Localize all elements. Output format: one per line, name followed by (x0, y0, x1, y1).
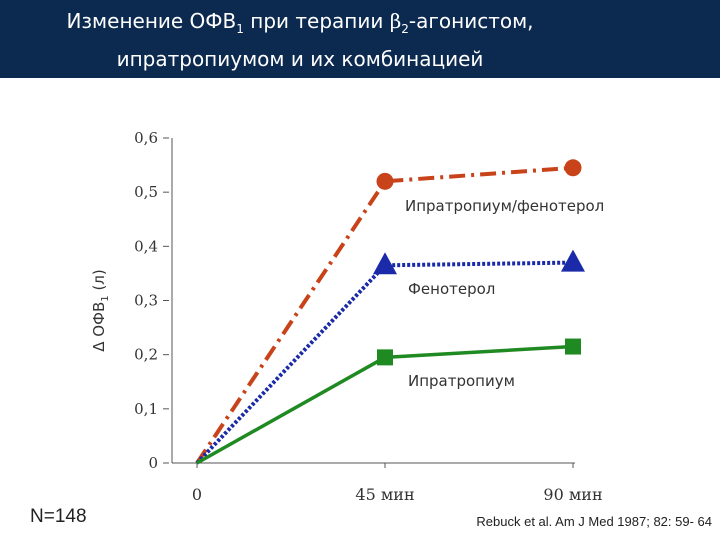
title-line-2: ипратропиумом и их комбинацией (116, 47, 484, 71)
title-greek-beta: β (389, 9, 402, 33)
data-point-circle (376, 172, 394, 190)
x-tick-label: 90 мин (543, 485, 602, 504)
series-label: Ипратропиум/фенотерол (405, 197, 604, 215)
title-banner: Изменение ОФВ1 при терапии β2-агонистом,… (0, 0, 720, 78)
y-tick-label: 0,3 (134, 292, 158, 310)
chart-title: Изменение ОФВ1 при терапии β2-агонистом,… (0, 6, 600, 74)
y-axis-label: Δ ОФВ1 (л) (90, 269, 111, 351)
series-triangle: Фенотерол (195, 249, 585, 465)
title-subscript-2: 2 (401, 22, 409, 36)
series-layer: Ипратропиум/фенотерол Фенотерол Ипратропиу… (195, 159, 604, 465)
y-tick-label: 0,1 (134, 400, 158, 418)
reference-citation: Rebuck et al. Am J Med 1987; 82: 59- 64 (476, 514, 712, 529)
data-point-triangle (561, 249, 585, 272)
title-text-a: Изменение ОФВ (66, 9, 237, 33)
x-axis: 0 45 мин 90 мин (172, 462, 603, 504)
x-tick-label: 45 мин (355, 485, 414, 504)
y-label-subscript: 1 (100, 295, 111, 301)
series-circle: Ипратропиум/фенотерол (195, 159, 604, 465)
x-ticks: 0 45 мин 90 мин (192, 463, 603, 504)
data-point-circle (564, 159, 582, 177)
y-label-text: Δ ОФВ (90, 302, 108, 352)
series-label: Ипратропиум (408, 372, 515, 390)
title-subscript-1: 1 (236, 22, 244, 36)
title-line-1: Изменение ОФВ1 при терапии β2-агонистом, (0, 6, 600, 44)
data-point-square (565, 338, 581, 355)
x-tick-label: 0 (192, 485, 202, 504)
title-text-c: -агонистом, (408, 9, 534, 33)
y-tick-label: 0,6 (134, 129, 158, 147)
y-ticks: 0 0,1 0,2 0,3 0,4 0,5 0,6 (134, 129, 169, 472)
series-label: Фенотерол (408, 280, 495, 298)
sample-size: N=148 (30, 506, 87, 527)
series-square: Ипратропиум (196, 338, 581, 465)
y-tick-label: 0,2 (134, 346, 158, 364)
y-label-unit: (л) (90, 269, 108, 295)
y-tick-label: 0,4 (134, 237, 158, 255)
y-axis: 0 0,1 0,2 0,3 0,4 0,5 0,6 (134, 129, 173, 472)
data-point-triangle (373, 252, 397, 275)
y-tick-label: 0,5 (134, 183, 158, 201)
data-point-square (377, 349, 393, 366)
title-text-b: при терапии (243, 9, 390, 33)
y-tick-label: 0 (148, 454, 158, 472)
